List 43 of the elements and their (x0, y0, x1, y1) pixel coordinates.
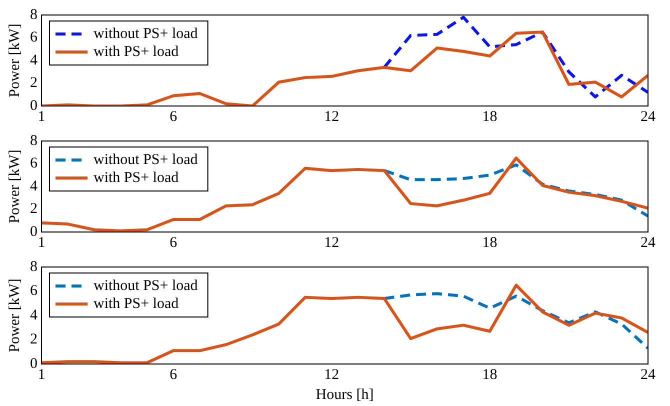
x-tick-label: 24 (640, 366, 656, 383)
x-tick-label: 6 (170, 108, 178, 125)
y-axis-title: Power [kW] (6, 278, 23, 352)
x-tick-label: 18 (482, 234, 498, 251)
y-tick-label: 8 (30, 258, 38, 275)
y-tick-label: 6 (30, 156, 38, 172)
line-series (382, 163, 648, 218)
legend-label: without PS+ load (94, 278, 198, 294)
x-axis-title: Hours [h] (316, 386, 374, 403)
legend-label: with PS+ load (94, 296, 180, 312)
x-tick-label: 24 (640, 234, 656, 251)
x-tick-label: 18 (482, 108, 498, 125)
legend-label: without PS+ load (94, 26, 198, 42)
y-tick-label: 0 (30, 98, 38, 114)
y-tick-label: 2 (30, 332, 38, 348)
x-tick-label: 1 (38, 234, 46, 251)
y-tick-label: 2 (30, 75, 38, 92)
x-tick-label: 1 (38, 108, 46, 125)
y-tick-label: 2 (30, 201, 38, 218)
line-series (382, 292, 648, 350)
y-tick-label: 6 (30, 283, 38, 300)
x-tick-label: 18 (482, 366, 498, 383)
y-tick-label: 8 (30, 132, 38, 149)
y-tick-label: 4 (30, 178, 38, 194)
legend-label: with PS+ load (94, 170, 180, 186)
x-tick-label: 1 (38, 366, 46, 383)
x-tick-label: 24 (640, 108, 656, 125)
y-axis-title: Power [kW] (6, 24, 23, 98)
line-series (382, 16, 648, 98)
x-tick-label: 12 (324, 234, 340, 251)
y-tick-label: 0 (30, 224, 38, 240)
x-tick-label: 12 (324, 108, 340, 125)
y-tick-label: 4 (30, 307, 38, 324)
x-tick-label: 6 (170, 366, 178, 383)
legend-label: without PS+ load (94, 152, 198, 168)
y-tick-label: 4 (30, 52, 38, 68)
y-tick-label: 6 (30, 30, 38, 46)
y-tick-label: 0 (30, 356, 38, 372)
x-tick-label: 12 (324, 366, 340, 383)
y-axis-title: Power [kW] (6, 150, 23, 224)
x-tick-label: 6 (170, 234, 178, 251)
y-tick-label: 8 (30, 6, 38, 23)
legend-label: with PS+ load (94, 44, 180, 60)
